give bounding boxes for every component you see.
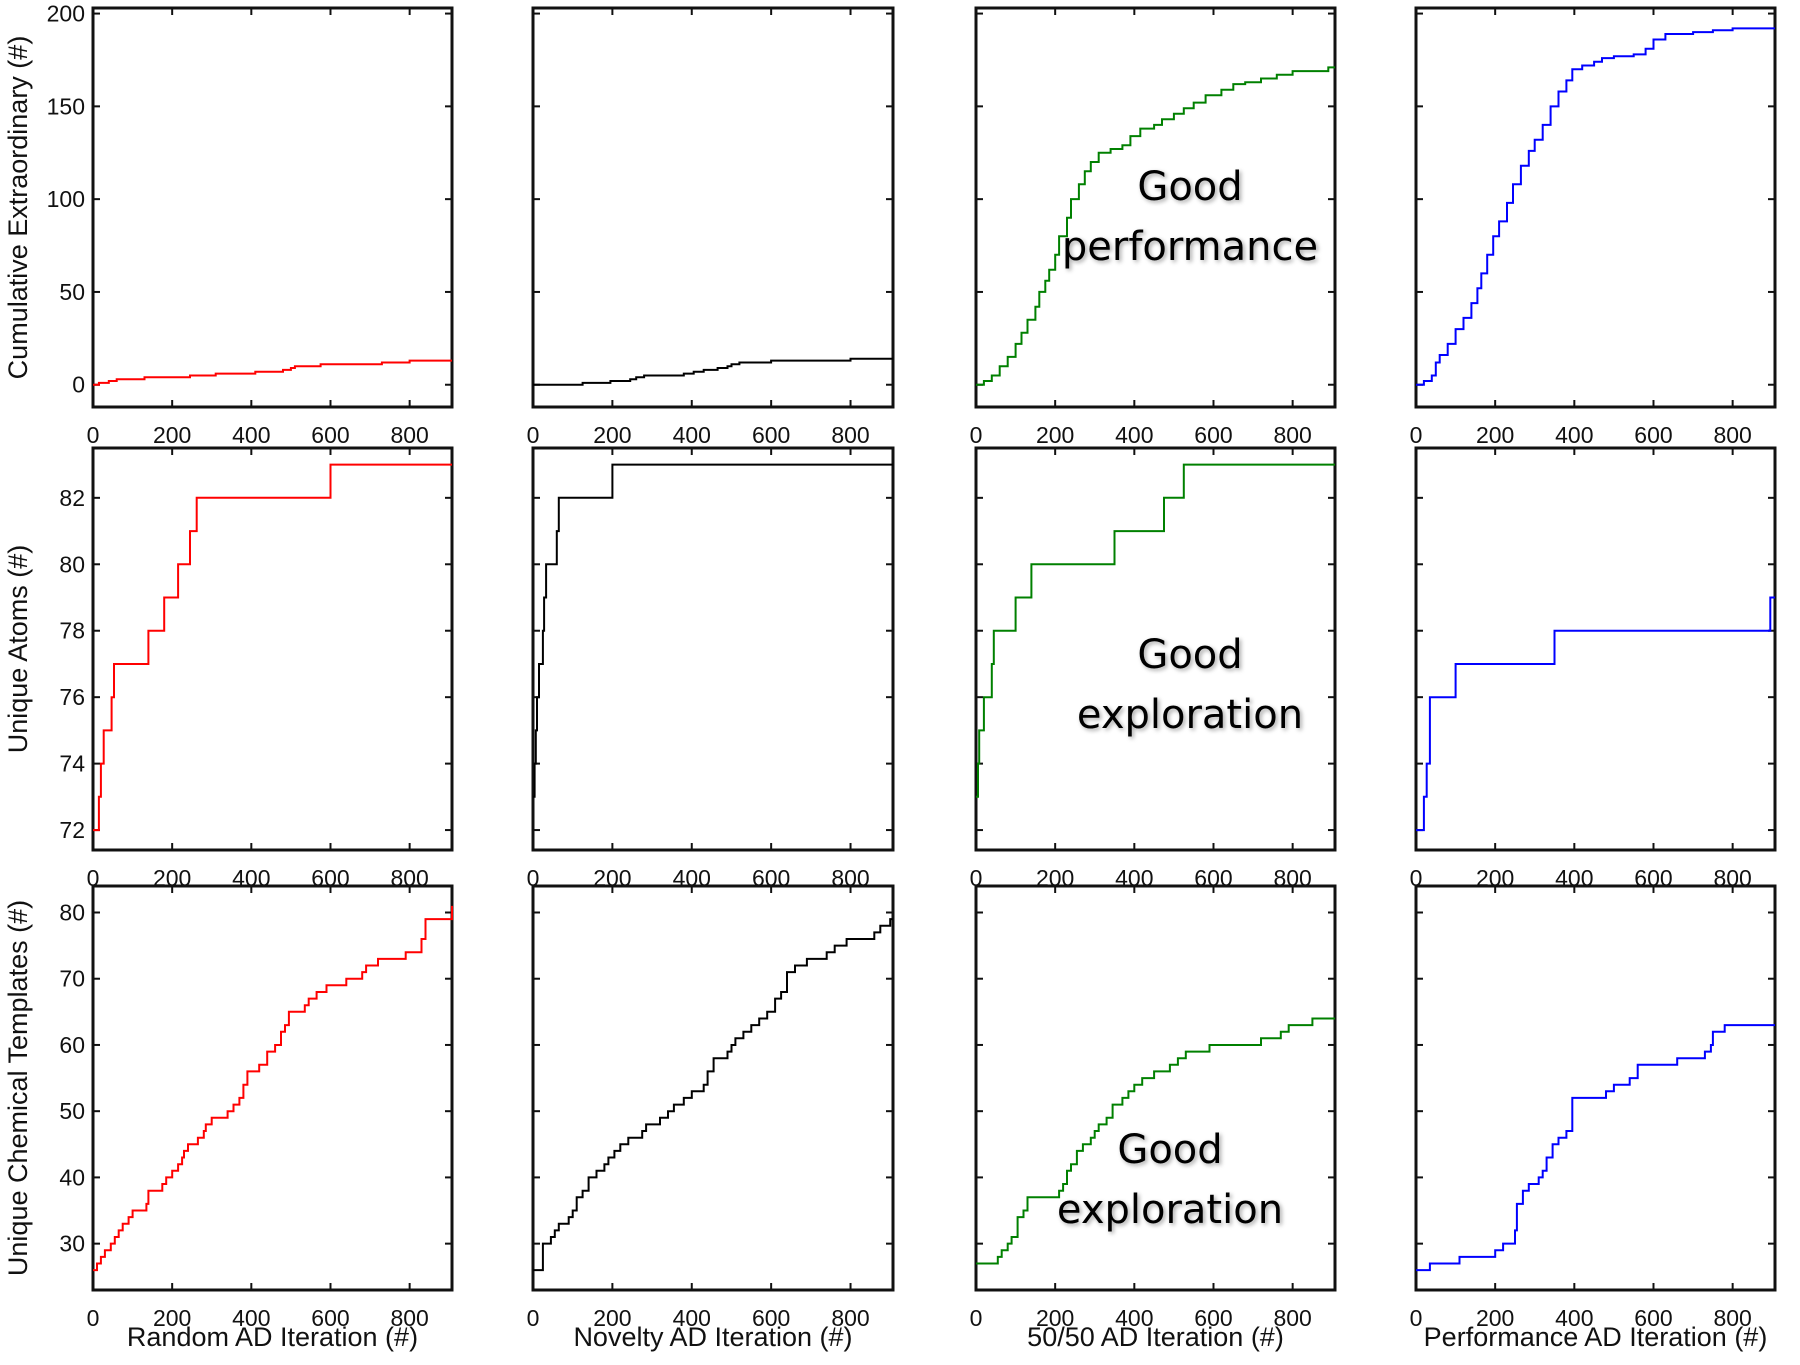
x-tick-label: 200 bbox=[1476, 422, 1514, 448]
x-tick-label: 600 bbox=[311, 1305, 349, 1331]
y-tick-label: 82 bbox=[59, 485, 85, 511]
panel-r1-c3-series-line bbox=[1416, 596, 1775, 832]
panel-r2-c1-series-line bbox=[533, 918, 893, 1272]
y-tick-label: 74 bbox=[59, 751, 85, 777]
x-tick-label: 400 bbox=[1115, 422, 1153, 448]
x-tick-label: 400 bbox=[1555, 1305, 1593, 1331]
x-tick-label: 200 bbox=[1036, 422, 1074, 448]
x-tick-label: 800 bbox=[1273, 1305, 1311, 1331]
x-tick-label: 0 bbox=[1410, 1305, 1423, 1331]
panel-r0-c1-series-line bbox=[533, 357, 893, 386]
x-tick-label: 0 bbox=[527, 422, 540, 448]
x-tick-label: 800 bbox=[1713, 422, 1751, 448]
panel-r1-c3-frame bbox=[1414, 446, 1777, 852]
x-tick-label: 800 bbox=[390, 1305, 428, 1331]
x-tick-label: 200 bbox=[593, 422, 631, 448]
panel-r2-c2-series-line bbox=[976, 1017, 1335, 1265]
x-tick-label: 800 bbox=[831, 422, 869, 448]
y-axis-title: Unique Atoms (#) bbox=[3, 545, 33, 754]
panel-r2-c0-frame bbox=[91, 884, 454, 1292]
panel-r1-c0-series-line bbox=[93, 463, 452, 832]
x-tick-label: 800 bbox=[1713, 1305, 1751, 1331]
x-axis-title: Novelty AD Iteration (#) bbox=[573, 1322, 852, 1352]
annotation-text: exploration bbox=[1077, 692, 1303, 738]
panel-r2-c0-series-line bbox=[93, 905, 453, 1272]
y-tick-label: 60 bbox=[59, 1032, 85, 1058]
panel-r1-c1-series-line bbox=[533, 463, 893, 798]
y-tick-label: 76 bbox=[59, 684, 85, 710]
panel-r2-c1-frame bbox=[531, 884, 895, 1292]
x-axis-title: Random AD Iteration (#) bbox=[127, 1322, 418, 1352]
x-tick-label: 400 bbox=[673, 422, 711, 448]
y-tick-label: 100 bbox=[47, 186, 85, 212]
panel-r0-c1-frame bbox=[531, 6, 895, 409]
x-tick-label: 200 bbox=[153, 1305, 191, 1331]
y-tick-label: 40 bbox=[59, 1164, 85, 1190]
y-tick-label: 30 bbox=[59, 1231, 85, 1257]
panel-r0-c0-frame bbox=[91, 6, 454, 409]
y-tick-label: 80 bbox=[59, 551, 85, 577]
panel-r2-c2-frame bbox=[974, 884, 1337, 1292]
annotation-text: Good bbox=[1117, 1127, 1222, 1173]
x-tick-label: 600 bbox=[1194, 1305, 1232, 1331]
x-tick-label: 800 bbox=[1273, 422, 1311, 448]
x-tick-label: 600 bbox=[1634, 422, 1672, 448]
x-tick-label: 0 bbox=[527, 1305, 540, 1331]
x-tick-label: 600 bbox=[1194, 422, 1232, 448]
x-tick-label: 600 bbox=[311, 422, 349, 448]
panel-r2-c3-frame bbox=[1414, 884, 1777, 1292]
x-tick-label: 0 bbox=[970, 422, 983, 448]
y-tick-label: 200 bbox=[47, 1, 85, 27]
x-tick-label: 0 bbox=[970, 1305, 983, 1331]
y-tick-label: 50 bbox=[59, 1098, 85, 1124]
x-tick-label: 800 bbox=[831, 1305, 869, 1331]
x-tick-label: 200 bbox=[153, 422, 191, 448]
panel-r2-c3-series-line bbox=[1416, 1024, 1775, 1272]
panel-r1-c1-frame bbox=[531, 446, 895, 852]
y-tick-label: 0 bbox=[72, 372, 85, 398]
y-tick-label: 70 bbox=[59, 966, 85, 992]
x-tick-label: 600 bbox=[752, 422, 790, 448]
x-tick-label: 400 bbox=[1555, 422, 1593, 448]
x-axis-title: 50/50 AD Iteration (#) bbox=[1027, 1322, 1284, 1352]
panel-r0-c3-series-line bbox=[1416, 27, 1775, 386]
x-tick-label: 0 bbox=[87, 422, 100, 448]
annotation-text: Good bbox=[1137, 632, 1242, 678]
x-tick-label: 600 bbox=[1634, 1305, 1672, 1331]
panel-r1-c2-frame bbox=[974, 446, 1337, 852]
panel-r0-c2-frame bbox=[974, 6, 1337, 409]
y-axis-title: Cumulative Extraordinary (#) bbox=[3, 36, 33, 380]
panel-r0-c2-series-line bbox=[976, 66, 1335, 386]
x-axis-title: Performance AD Iteration (#) bbox=[1424, 1322, 1768, 1352]
y-tick-label: 72 bbox=[59, 817, 85, 843]
panel-r0-c3-frame bbox=[1414, 6, 1777, 409]
y-tick-label: 78 bbox=[59, 618, 85, 644]
x-tick-label: 400 bbox=[1115, 1305, 1153, 1331]
y-tick-label: 50 bbox=[59, 279, 85, 305]
x-tick-label: 600 bbox=[752, 1305, 790, 1331]
panel-r1-c2-series-line bbox=[976, 463, 1335, 798]
annotation-text: Good bbox=[1137, 164, 1242, 210]
x-tick-label: 200 bbox=[1476, 1305, 1514, 1331]
annotation-text: performance bbox=[1062, 224, 1318, 270]
y-axis-title: Unique Chemical Templates (#) bbox=[3, 900, 33, 1276]
x-tick-label: 400 bbox=[232, 422, 270, 448]
y-tick-label: 80 bbox=[59, 899, 85, 925]
x-tick-label: 200 bbox=[593, 1305, 631, 1331]
y-tick-label: 150 bbox=[47, 93, 85, 119]
x-tick-label: 400 bbox=[673, 1305, 711, 1331]
annotation-text: exploration bbox=[1057, 1187, 1283, 1233]
x-tick-label: 400 bbox=[232, 1305, 270, 1331]
panel-r1-c0-frame bbox=[91, 446, 454, 852]
x-tick-label: 200 bbox=[1036, 1305, 1074, 1331]
x-tick-label: 0 bbox=[1410, 422, 1423, 448]
x-tick-label: 0 bbox=[87, 1305, 100, 1331]
x-tick-label: 800 bbox=[390, 422, 428, 448]
panel-r0-c0-series-line bbox=[93, 359, 452, 386]
